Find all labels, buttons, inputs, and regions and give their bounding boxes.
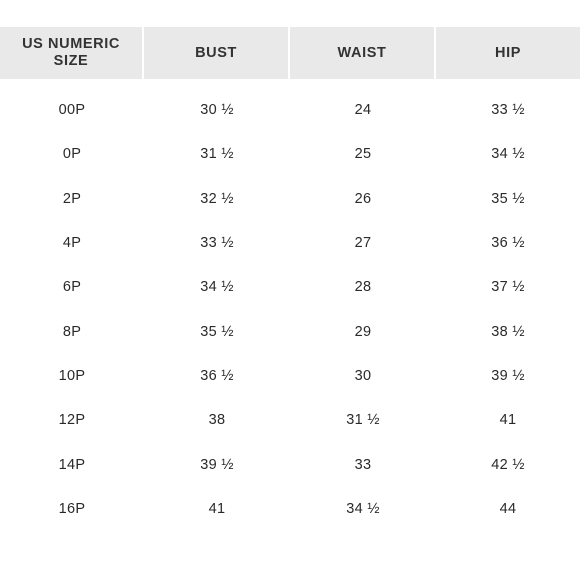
size-cell: 8P: [62, 323, 82, 340]
hip-cell: 37 ½: [491, 279, 525, 296]
bust-cell: 32 ½: [200, 190, 234, 207]
size-cell: 00P: [58, 102, 86, 119]
header-hip: HIP: [436, 27, 580, 79]
size-cell: 10P: [58, 367, 86, 384]
table-row: 4P 33 ½ 27 36 ½: [0, 221, 580, 265]
waist-cell: 28: [354, 279, 372, 296]
size-chart-table: US NUMERIC SIZE BUST WAIST HIP 00P 30 ½ …: [0, 27, 580, 531]
waist-cell: 30: [354, 367, 372, 384]
hip-cell: 42 ½: [491, 456, 525, 473]
size-cell: 6P: [62, 279, 82, 296]
table-row: 6P 34 ½ 28 37 ½: [0, 265, 580, 309]
header-waist: WAIST: [290, 27, 436, 79]
size-cell: 14P: [58, 456, 86, 473]
hip-cell: 39 ½: [491, 367, 525, 384]
bust-cell: 38: [208, 412, 226, 429]
bust-cell: 35 ½: [200, 323, 234, 340]
table-row: 14P 39 ½ 33 42 ½: [0, 442, 580, 486]
waist-cell: 31 ½: [346, 412, 380, 429]
size-cell: 4P: [62, 235, 82, 252]
bust-cell: 39 ½: [200, 456, 234, 473]
table-header: US NUMERIC SIZE BUST WAIST HIP: [0, 27, 580, 79]
waist-cell: 33: [354, 456, 372, 473]
hip-cell: 44: [499, 500, 517, 517]
table-row: 00P 30 ½ 24 33 ½: [0, 88, 580, 132]
bust-cell: 31 ½: [200, 146, 234, 163]
size-cell: 12P: [58, 412, 86, 429]
waist-cell: 34 ½: [346, 500, 380, 517]
table-row: 12P 38 31 ½ 41: [0, 398, 580, 442]
waist-cell: 24: [354, 102, 372, 119]
waist-cell: 27: [354, 235, 372, 252]
hip-cell: 36 ½: [491, 235, 525, 252]
hip-cell: 41: [499, 412, 517, 429]
table-body: 00P 30 ½ 24 33 ½ 0P 31 ½ 25 34 ½ 2P 32 ½…: [0, 88, 580, 531]
size-cell: 2P: [62, 190, 82, 207]
table-row: 0P 31 ½ 25 34 ½: [0, 132, 580, 176]
bust-cell: 30 ½: [200, 102, 234, 119]
size-cell: 0P: [62, 146, 82, 163]
waist-cell: 25: [354, 146, 372, 163]
waist-cell: 26: [354, 190, 372, 207]
hip-cell: 33 ½: [491, 102, 525, 119]
bust-cell: 41: [208, 500, 226, 517]
table-row: 10P 36 ½ 30 39 ½: [0, 354, 580, 398]
hip-cell: 34 ½: [491, 146, 525, 163]
header-bust: BUST: [144, 27, 290, 79]
bust-cell: 36 ½: [200, 367, 234, 384]
header-size: US NUMERIC SIZE: [0, 27, 144, 79]
hip-cell: 35 ½: [491, 190, 525, 207]
size-cell: 16P: [58, 500, 86, 517]
table-row: 8P 35 ½ 29 38 ½: [0, 309, 580, 353]
waist-cell: 29: [354, 323, 372, 340]
table-row: 2P 32 ½ 26 35 ½: [0, 177, 580, 221]
bust-cell: 34 ½: [200, 279, 234, 296]
bust-cell: 33 ½: [200, 235, 234, 252]
table-row: 16P 41 34 ½ 44: [0, 487, 580, 531]
hip-cell: 38 ½: [491, 323, 525, 340]
